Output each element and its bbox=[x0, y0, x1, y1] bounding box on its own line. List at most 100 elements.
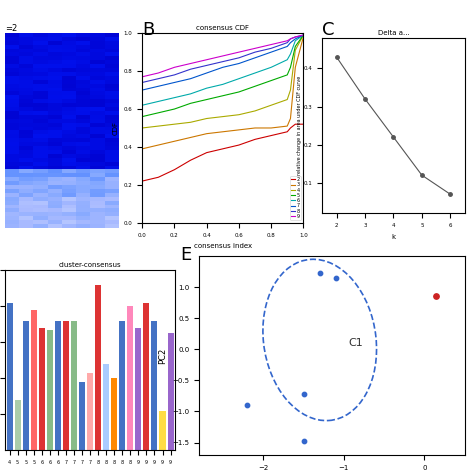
Point bbox=[433, 292, 440, 300]
3 bbox=[139, 146, 145, 152]
6 bbox=[292, 38, 298, 44]
3 bbox=[268, 125, 274, 131]
6 bbox=[220, 82, 226, 87]
4 bbox=[236, 112, 242, 118]
3 bbox=[155, 142, 161, 148]
Y-axis label: CDF: CDF bbox=[112, 121, 118, 135]
6 bbox=[188, 91, 193, 97]
4 bbox=[188, 119, 193, 125]
8 bbox=[139, 80, 145, 85]
2 bbox=[252, 137, 258, 142]
8 bbox=[284, 40, 290, 46]
5 bbox=[268, 78, 274, 83]
8 bbox=[155, 76, 161, 82]
5 bbox=[204, 97, 210, 102]
2 bbox=[284, 129, 290, 135]
8 bbox=[301, 32, 306, 38]
5 bbox=[252, 83, 258, 89]
Text: E: E bbox=[180, 246, 191, 264]
5 bbox=[301, 32, 306, 38]
5 bbox=[220, 93, 226, 99]
4 bbox=[268, 102, 274, 108]
2 bbox=[268, 133, 274, 138]
6 bbox=[252, 70, 258, 76]
Y-axis label: PC2: PC2 bbox=[158, 347, 167, 364]
6 bbox=[172, 95, 177, 100]
Point bbox=[244, 401, 251, 409]
Bar bbox=[119, 320, 125, 450]
7 bbox=[155, 83, 161, 89]
2 bbox=[292, 121, 298, 127]
3 bbox=[220, 129, 226, 135]
Line: 4: 4 bbox=[142, 35, 303, 128]
7 bbox=[204, 70, 210, 76]
2 bbox=[204, 150, 210, 155]
Bar bbox=[143, 302, 149, 450]
3 bbox=[188, 135, 193, 140]
9 bbox=[155, 70, 161, 76]
2 bbox=[301, 121, 306, 127]
4 bbox=[139, 125, 145, 131]
4 bbox=[204, 116, 210, 121]
7 bbox=[139, 87, 145, 93]
9 bbox=[288, 36, 293, 42]
4 bbox=[301, 32, 306, 38]
Bar bbox=[111, 378, 117, 450]
9 bbox=[252, 46, 258, 51]
X-axis label: k: k bbox=[392, 234, 395, 239]
Text: B: B bbox=[142, 21, 155, 39]
7 bbox=[172, 80, 177, 85]
7 bbox=[252, 55, 258, 61]
Bar bbox=[39, 328, 45, 450]
8 bbox=[288, 36, 293, 42]
7 bbox=[288, 40, 293, 46]
Bar bbox=[71, 320, 77, 450]
9 bbox=[172, 64, 177, 70]
2 bbox=[139, 178, 145, 184]
4 bbox=[292, 47, 298, 53]
9 bbox=[236, 49, 242, 55]
2 bbox=[220, 146, 226, 152]
6 bbox=[139, 102, 145, 108]
3 bbox=[252, 125, 258, 131]
3 bbox=[301, 34, 306, 40]
Bar bbox=[151, 320, 157, 450]
Point bbox=[332, 274, 339, 282]
Legend: 1, 2: 1, 2 bbox=[158, 36, 178, 55]
Title: Delta a...: Delta a... bbox=[378, 30, 409, 36]
9 bbox=[268, 42, 274, 47]
8 bbox=[292, 34, 298, 40]
Line: 5: 5 bbox=[142, 35, 303, 117]
Bar bbox=[79, 382, 85, 450]
9 bbox=[204, 57, 210, 63]
Bar bbox=[63, 320, 69, 450]
6 bbox=[284, 57, 290, 63]
5 bbox=[288, 64, 293, 70]
5 bbox=[292, 44, 298, 49]
5 bbox=[236, 89, 242, 95]
8 bbox=[236, 55, 242, 61]
Line: 3: 3 bbox=[142, 37, 303, 149]
6 bbox=[236, 76, 242, 82]
8 bbox=[220, 59, 226, 64]
9 bbox=[284, 38, 290, 44]
Bar bbox=[159, 410, 165, 450]
Text: =2: =2 bbox=[5, 24, 17, 33]
9 bbox=[188, 61, 193, 66]
Legend: 2, 3, 4, 5, 6, 7, 8, 9: 2, 3, 4, 5, 6, 7, 8, 9 bbox=[290, 176, 301, 220]
5 bbox=[139, 114, 145, 119]
8 bbox=[172, 72, 177, 78]
3 bbox=[284, 123, 290, 129]
4 bbox=[220, 114, 226, 119]
8 bbox=[204, 63, 210, 68]
X-axis label: consensus index: consensus index bbox=[194, 243, 252, 249]
9 bbox=[139, 74, 145, 80]
2 bbox=[188, 157, 193, 163]
3 bbox=[204, 131, 210, 137]
9 bbox=[301, 32, 306, 38]
8 bbox=[252, 49, 258, 55]
Line: 9: 9 bbox=[142, 35, 303, 77]
6 bbox=[204, 85, 210, 91]
Bar bbox=[95, 284, 101, 450]
Line: 6: 6 bbox=[142, 35, 303, 105]
